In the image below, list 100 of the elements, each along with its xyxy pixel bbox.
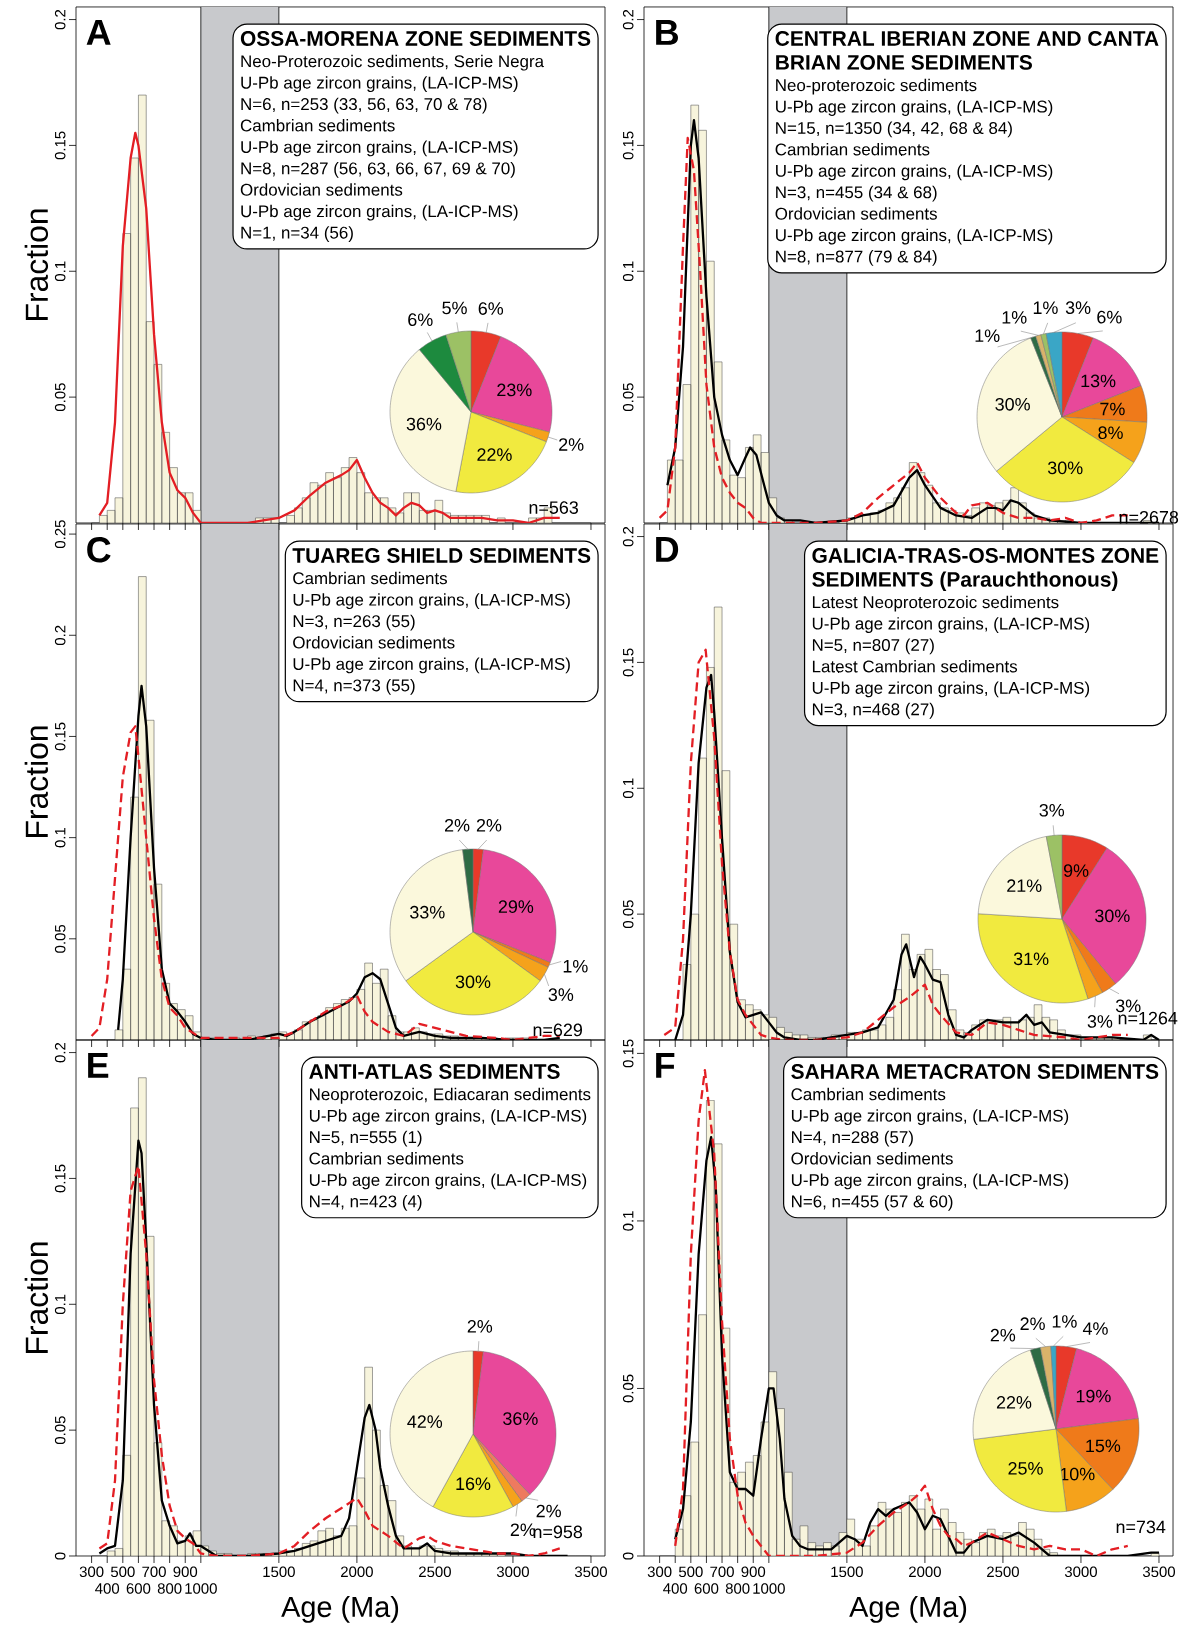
annotation: N=4, n=373 (55) — [293, 678, 415, 695]
data-label: 6% — [478, 302, 504, 315]
annotation: Ordovician sediments — [293, 636, 455, 649]
data-label: 1% — [1052, 1315, 1077, 1328]
y-tick-label: 0 — [622, 1552, 634, 1560]
data-label: 1% — [563, 959, 588, 973]
data-label: 36% — [406, 417, 442, 431]
data-label: 10% — [1060, 1467, 1095, 1481]
x-tick-label: 700 — [142, 1566, 166, 1578]
data-label: 19% — [1076, 1389, 1111, 1403]
data-label: 23% — [497, 383, 532, 397]
annotation: N=4, n=423 (4) — [310, 1194, 422, 1211]
data-label: 9% — [1063, 864, 1089, 877]
annotation: N=3, n=468 (27) — [812, 702, 934, 719]
y-tick-label: 0.15 — [622, 1039, 634, 1068]
x-tick-label: 500 — [110, 1566, 135, 1578]
x-tick-label: 3000 — [1064, 1566, 1097, 1578]
y-tick-label: 0.15 — [622, 131, 634, 160]
annotation: U-Pb age zircon grains, (LA-ICP-MS) — [791, 1173, 1069, 1190]
y-tick-label: 0.25 — [54, 520, 66, 549]
x-tick-label: 1500 — [831, 1566, 863, 1578]
y-tick-label: 0.05 — [622, 1374, 634, 1403]
annotation: Neo-Proterozoic sediments, Serie Negra — [241, 54, 545, 71]
y-tick-label: 0.15 — [54, 722, 66, 751]
annotation: N=5, n=807 (27) — [812, 638, 934, 655]
annotation: 400 — [95, 1583, 120, 1594]
data-label: 2% — [467, 1319, 493, 1333]
data-label: 29% — [498, 900, 534, 913]
annotation: Cambrian sediments — [775, 143, 930, 156]
annotation: Cambrian sediments — [293, 571, 447, 585]
data-label: 30% — [1095, 909, 1130, 923]
data-label: 15% — [1086, 1439, 1121, 1453]
y-tick-label: 0.2 — [622, 526, 634, 547]
annotation: Ordovician sediments — [775, 207, 937, 220]
y-tick-label: 0.05 — [622, 383, 634, 412]
data-label: 2% — [476, 818, 502, 832]
data-label: 6% — [408, 313, 433, 327]
annotation: 400 — [663, 1583, 688, 1594]
annotation: N=6, n=455 (57 & 60) — [792, 1194, 953, 1211]
annotation: U-Pb age zircon grains, (LA-ICP-MS) — [293, 657, 570, 674]
y-tick-label: 0.15 — [622, 648, 634, 677]
x-tick-label: 900 — [741, 1566, 766, 1578]
annotation: n=734 — [1116, 1520, 1166, 1534]
x-tick-label: 2000 — [341, 1566, 373, 1578]
annotation: n=629 — [533, 1023, 582, 1037]
annotation: N=5, n=555 (1) — [310, 1130, 422, 1147]
annotation: U-Pb age zircon grains, (LA-ICP-MS) — [241, 140, 518, 157]
annotation: 1000 — [753, 1583, 785, 1594]
annotation: B — [656, 20, 678, 45]
data-label: 5% — [442, 301, 467, 315]
y-tick-label: 0.1 — [622, 1211, 634, 1231]
data-label: 2% — [1020, 1317, 1045, 1330]
y-axis-title: Fraction — [24, 726, 49, 837]
annotation: Ordovician sediments — [240, 183, 403, 196]
data-label: 3% — [548, 988, 574, 1001]
data-label: 2% — [445, 818, 470, 832]
annotation: F — [656, 1053, 675, 1078]
x-tick-label: 1500 — [263, 1566, 295, 1578]
data-label: 6% — [1097, 310, 1122, 324]
y-tick-label: 0.2 — [54, 625, 66, 646]
data-label: 21% — [1007, 879, 1042, 892]
text: OSSA-MORENA ZONE SEDIMENTS — [240, 31, 591, 46]
y-tick-label: 0.05 — [54, 383, 66, 412]
x-tick-label: 900 — [173, 1566, 198, 1578]
text: TUAREG SHIELD SEDIMENTS — [292, 548, 591, 563]
data-label: 3% — [1087, 1015, 1113, 1028]
annotation: C — [87, 537, 111, 563]
annotation: U-Pb age zircon grains, (LA-ICP-MS) — [309, 1173, 587, 1190]
annotation: N=8, n=877 (79 & 84) — [776, 250, 937, 266]
x-tick-label: 2500 — [987, 1566, 1019, 1578]
y-tick-label: 0.2 — [54, 1042, 66, 1063]
annotation: U-Pb age zircon grains, (LA-ICP-MS) — [309, 1109, 587, 1126]
annotation: N=3, n=455 (34 & 68) — [776, 185, 937, 202]
data-label: 1% — [975, 329, 1000, 342]
data-label: 30% — [1047, 461, 1083, 475]
annotation: 600 — [694, 1583, 719, 1594]
y-axis-title: Fraction — [24, 209, 49, 320]
text: ANTI-ATLAS SEDIMENTS — [309, 1064, 560, 1079]
annotation: N=8, n=287 (56, 63, 66, 67, 69 & 70) — [241, 161, 515, 178]
data-label: 36% — [503, 1412, 538, 1425]
y-tick-label: 0.15 — [54, 1164, 66, 1193]
text: GALICIA-TRAS-OS-MONTES ZONE SEDIMENTS (Parauchthonous) — [812, 548, 1159, 591]
annotation: U-Pb age zircon grains, (LA-ICP-MS) — [776, 228, 1053, 245]
y-tick-label: 0.1 — [622, 261, 634, 282]
annotation: Neo-proterozoic sediments — [776, 78, 977, 95]
annotation: N=6, n=253 (33, 56, 63, 70 & 78) — [241, 97, 487, 114]
data-label: 8% — [1098, 426, 1123, 440]
x-tick-label: 300 — [79, 1566, 104, 1578]
annotation: 600 — [126, 1583, 151, 1594]
y-tick-label: 0.2 — [54, 9, 66, 30]
x-axis-title: Age (Ma) — [281, 1595, 399, 1623]
data-label: 3% — [1065, 301, 1091, 314]
y-tick-label: 0.1 — [54, 827, 66, 848]
y-tick-label: 0.1 — [54, 1294, 66, 1315]
data-label: 1% — [1002, 311, 1027, 324]
annotation: 800 — [725, 1583, 750, 1594]
annotation: Neoproterozoic, Ediacaran sediments — [310, 1087, 591, 1104]
y-tick-label: 0.05 — [622, 900, 634, 929]
data-label: 22% — [477, 448, 512, 461]
annotation: Latest Neoproterozoic sediments — [812, 595, 1059, 612]
